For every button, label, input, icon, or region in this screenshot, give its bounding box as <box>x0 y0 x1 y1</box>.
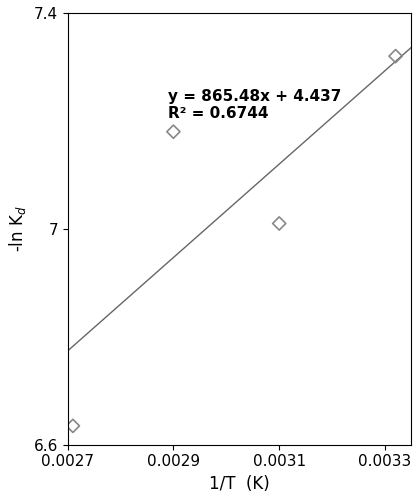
Text: y = 865.48x + 4.437
R² = 0.6744: y = 865.48x + 4.437 R² = 0.6744 <box>168 88 341 121</box>
Point <box>392 52 399 60</box>
Point <box>276 220 283 228</box>
Point <box>170 128 177 136</box>
Y-axis label: -ln K$_d$: -ln K$_d$ <box>7 206 28 252</box>
X-axis label: 1/T  (K): 1/T (K) <box>209 475 270 493</box>
Point <box>70 422 76 430</box>
